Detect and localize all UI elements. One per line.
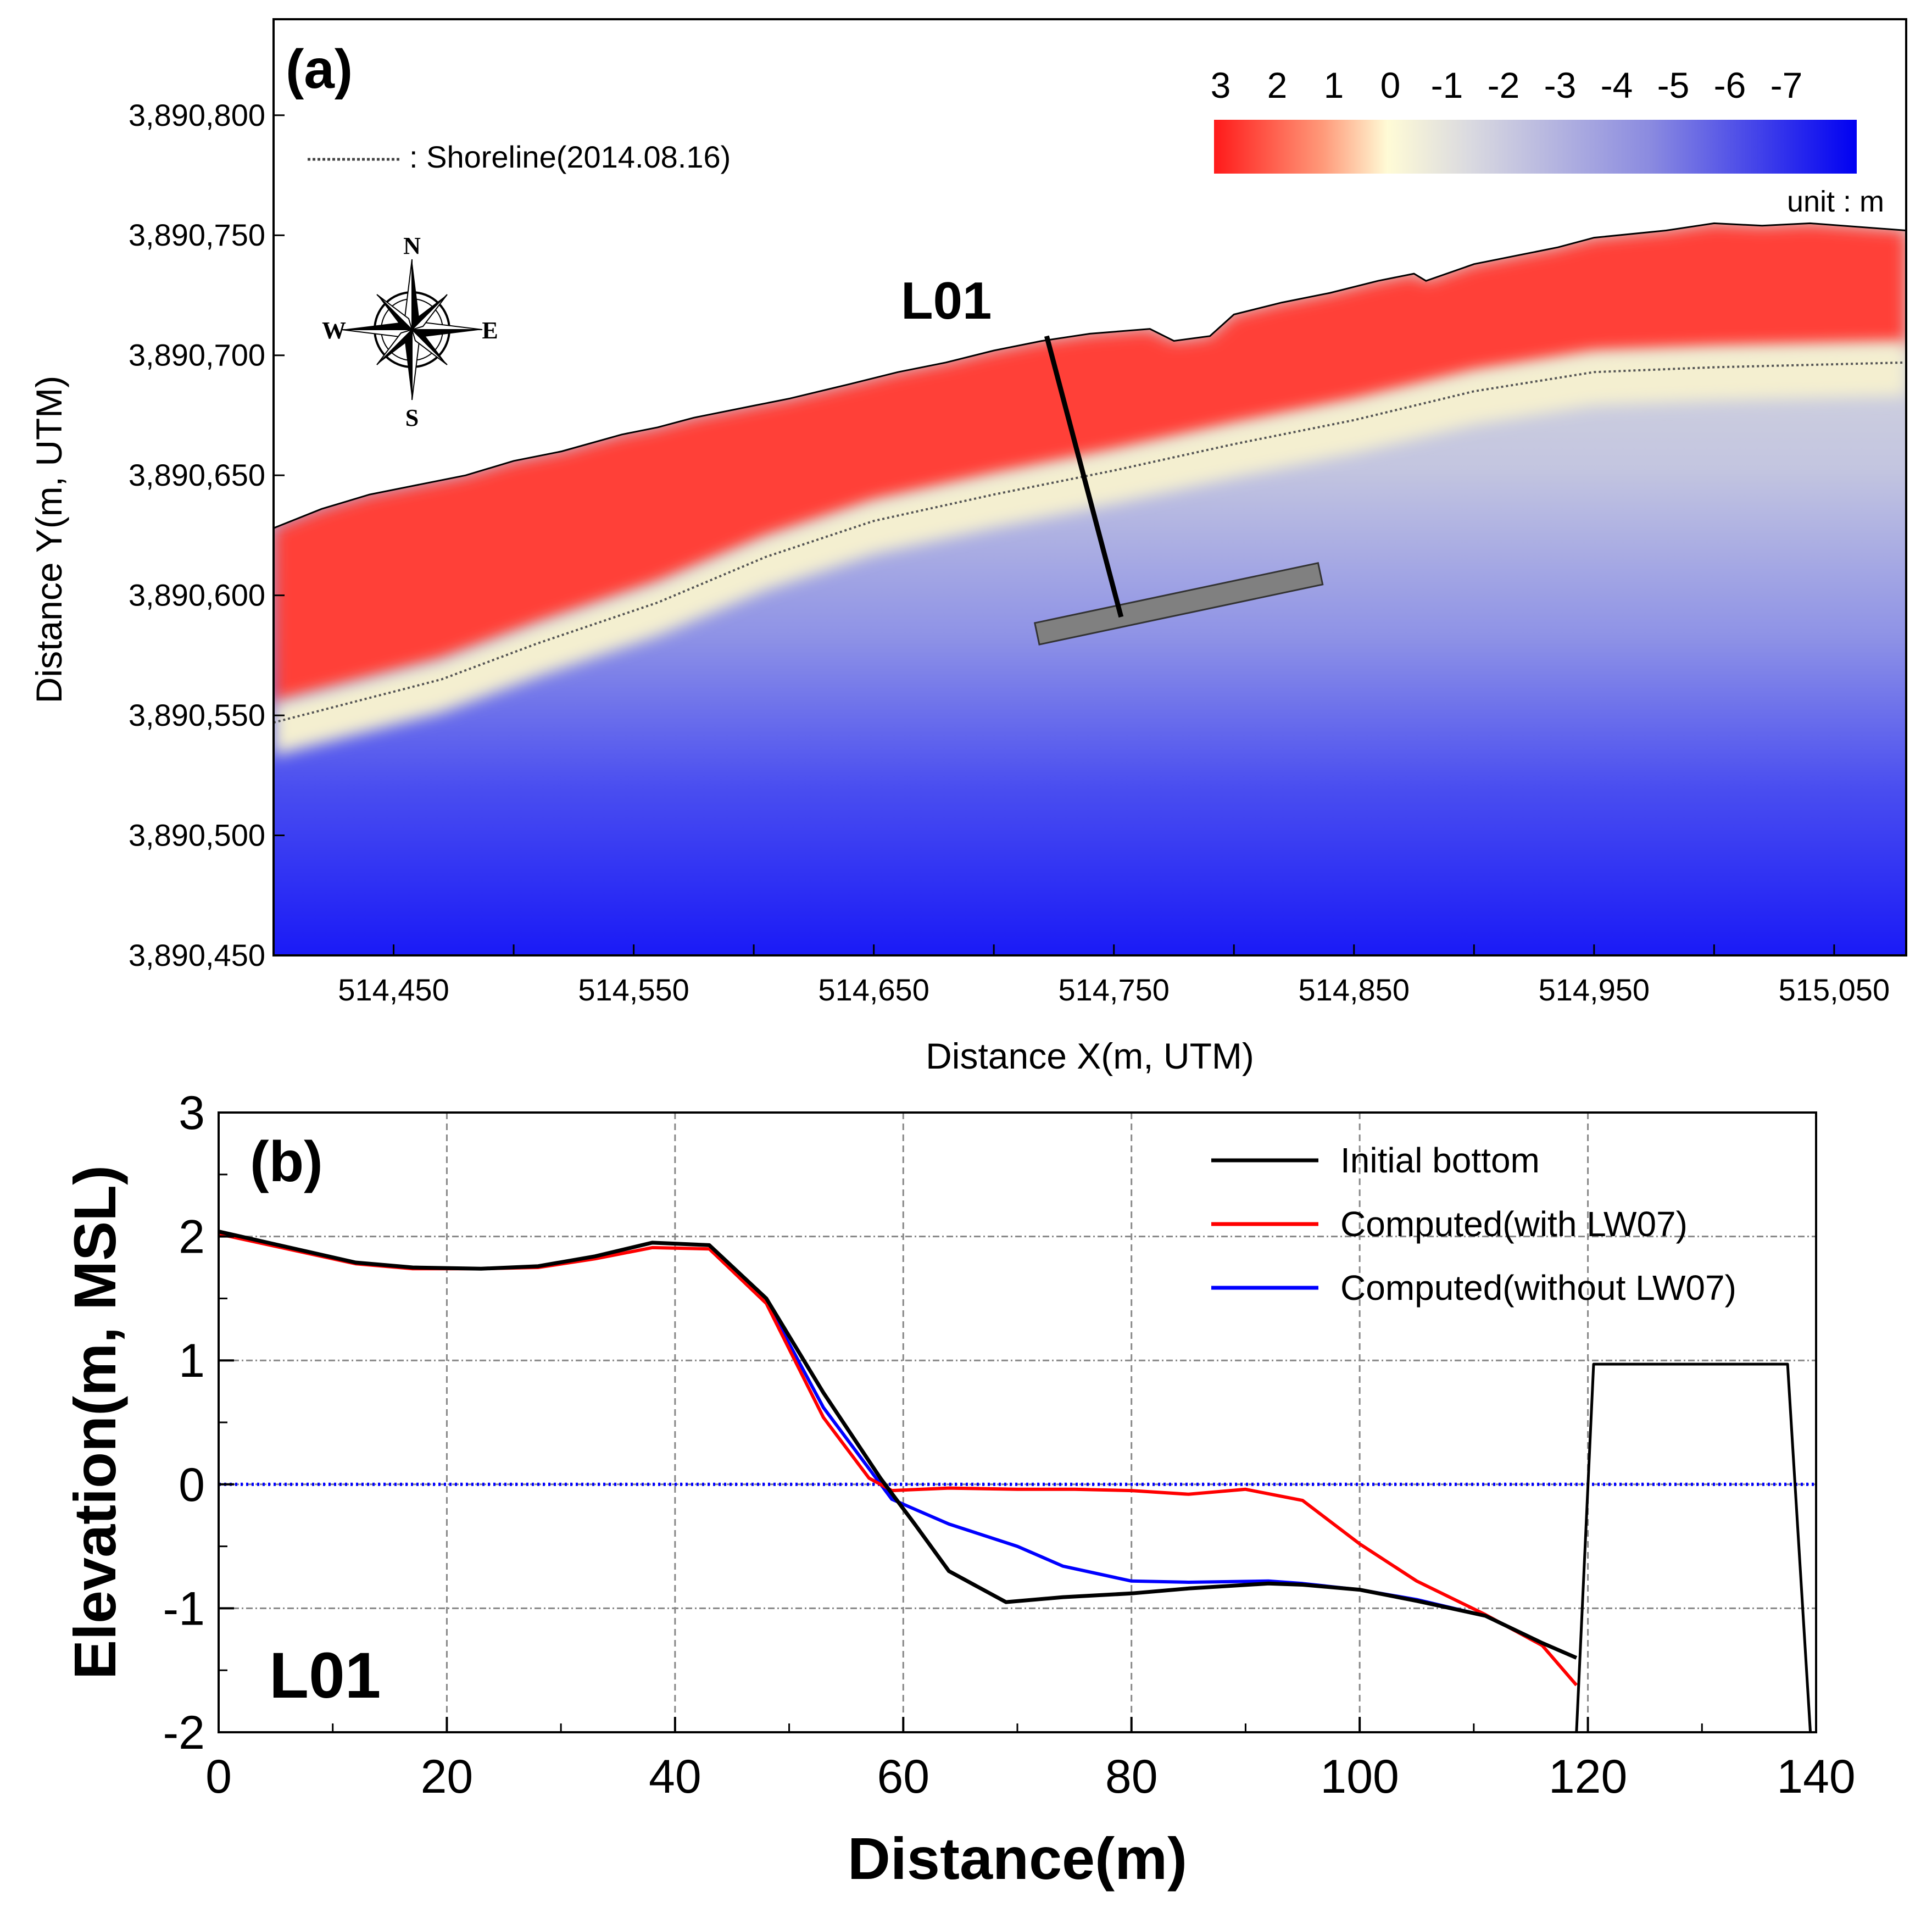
map-axes: 514,450 514,550 514,650 514,750 514,850 514,9…	[29, 98, 1890, 1076]
profile-x-tick-label: 0	[205, 1750, 232, 1803]
map-x-tick-label: 514,950	[1539, 972, 1650, 1007]
profile-x-tick-label: 120	[1549, 1750, 1628, 1803]
compass-e: E	[482, 317, 498, 344]
colorbar-tick-label: -6	[1714, 65, 1746, 105]
colorbar-unit: unit : m	[1787, 185, 1884, 218]
map-frame	[272, 18, 1907, 956]
transect-label-b: L01	[269, 1639, 381, 1712]
profile-x-tick-label: 100	[1320, 1750, 1399, 1803]
map-y-tick-label: 3,890,550	[129, 698, 265, 732]
colorbar-tick-label: -7	[1770, 65, 1803, 105]
compass-w: W	[322, 317, 346, 344]
panel-b-label: (b)	[250, 1130, 323, 1194]
map-y-axis-title: Distance Y(m, UTM)	[29, 376, 69, 704]
colorbar-ticks: 3 2 1 0 -1 -2 -3 -4 -5 -6 -7	[1211, 65, 1803, 105]
profile-axes: 0 20 40 60 80 100 120 140 -2 -1 0 1 2 3 Distance(m) Ele…	[62, 1087, 1856, 1892]
profile-x-axis-title: Distance(m)	[848, 1825, 1187, 1892]
transect-l01-line	[1044, 335, 1124, 618]
map-y-tick-label: 3,890,700	[129, 338, 265, 372]
profile-legend: Initial bottom Computed(with LW07) Compute…	[1211, 1141, 1736, 1308]
colorbar-tick-label: 2	[1267, 65, 1288, 105]
map-y-tick-label: 3,890,500	[129, 818, 265, 853]
transect-label-a: L01	[901, 271, 992, 330]
profile-x-tick-label: 80	[1105, 1750, 1158, 1803]
colorbar-tick-label: -5	[1657, 65, 1690, 105]
profile-y-tick-label: 3	[179, 1087, 205, 1139]
colorbar-tick-label: 0	[1380, 65, 1401, 105]
profile-x-tick-label: 40	[649, 1750, 701, 1803]
map-x-tick-label: 514,550	[578, 972, 689, 1007]
map-y-tick-label: 3,890,450	[129, 938, 265, 972]
map-x-tick-label: 514,750	[1058, 972, 1169, 1007]
foreshore-transition-zone	[274, 342, 1906, 756]
shoreline-legend: : Shoreline(2014.08.16)	[308, 140, 731, 174]
map-x-tick-label: 515,050	[1779, 972, 1890, 1007]
profile-y-axis-title: Elevation(m, MSL)	[62, 1165, 128, 1680]
colorbar-tick-label: -1	[1431, 65, 1463, 105]
colorbar-tick-label: 1	[1324, 65, 1344, 105]
compass-s: S	[405, 404, 419, 431]
colorbar-gradient	[1214, 120, 1857, 174]
profile-y-tick-label: -1	[163, 1582, 205, 1635]
coast-boundary-line	[274, 222, 1906, 529]
colorbar-tick-label: -2	[1488, 65, 1520, 105]
map-x-tick-label: 514,850	[1299, 972, 1410, 1007]
shoreline-legend-label: : Shoreline(2014.08.16)	[409, 140, 731, 174]
profile-y-tick-label: 0	[179, 1459, 205, 1511]
lw07-structure	[1033, 561, 1324, 646]
colorbar-tick-label: -3	[1544, 65, 1577, 105]
compass-n: N	[403, 232, 421, 259]
profile-y-tick-label: -2	[163, 1706, 205, 1759]
map-x-axis-title: Distance X(m, UTM)	[926, 1036, 1254, 1076]
colorbar: 3 2 1 0 -1 -2 -3 -4 -5 -6 -7 unit : m	[1211, 65, 1884, 218]
map-x-tick-label: 514,450	[338, 972, 449, 1007]
profile-y-tick-label: 2	[179, 1211, 205, 1264]
map-y-tick-label: 3,890,750	[129, 218, 265, 252]
panel-a: 514,450 514,550 514,650 514,750 514,850 514,9…	[29, 18, 1907, 1076]
map-y-tick-label: 3,890,800	[129, 98, 265, 132]
series-initial-bottom	[219, 1230, 1578, 1660]
profile-x-tick-label: 140	[1777, 1750, 1856, 1803]
profile-y-tick-label: 1	[179, 1334, 205, 1387]
profile-grid	[219, 1113, 1816, 1732]
colorbar-tick-label: -4	[1601, 65, 1633, 105]
colorbar-tick-label: 3	[1211, 65, 1231, 105]
beach-land-zone	[274, 223, 1906, 707]
map-y-tick-label: 3,890,650	[129, 458, 265, 492]
legend-label: Initial bottom	[1340, 1141, 1540, 1180]
map-y-tick-label: 3,890,600	[129, 578, 265, 613]
legend-label: Computed(with LW07)	[1340, 1204, 1688, 1244]
profile-x-tick-label: 60	[877, 1750, 929, 1803]
legend-label: Computed(without LW07)	[1340, 1268, 1736, 1308]
series-lw07-structure	[1575, 1363, 1812, 1732]
profile-series	[219, 1230, 1816, 1732]
shoreline-dotted-line	[274, 361, 1906, 724]
compass-rose-icon: N S W E	[322, 232, 498, 431]
map-x-tick-label: 514,650	[818, 972, 929, 1007]
panel-b: 0 20 40 60 80 100 120 140 -2 -1 0 1 2 3 Distance(m) Ele…	[62, 1087, 1856, 1892]
series-computed-without-lw07-	[765, 1300, 1486, 1617]
panel-a-label: (a)	[286, 38, 353, 100]
profile-x-tick-label: 20	[421, 1750, 474, 1803]
